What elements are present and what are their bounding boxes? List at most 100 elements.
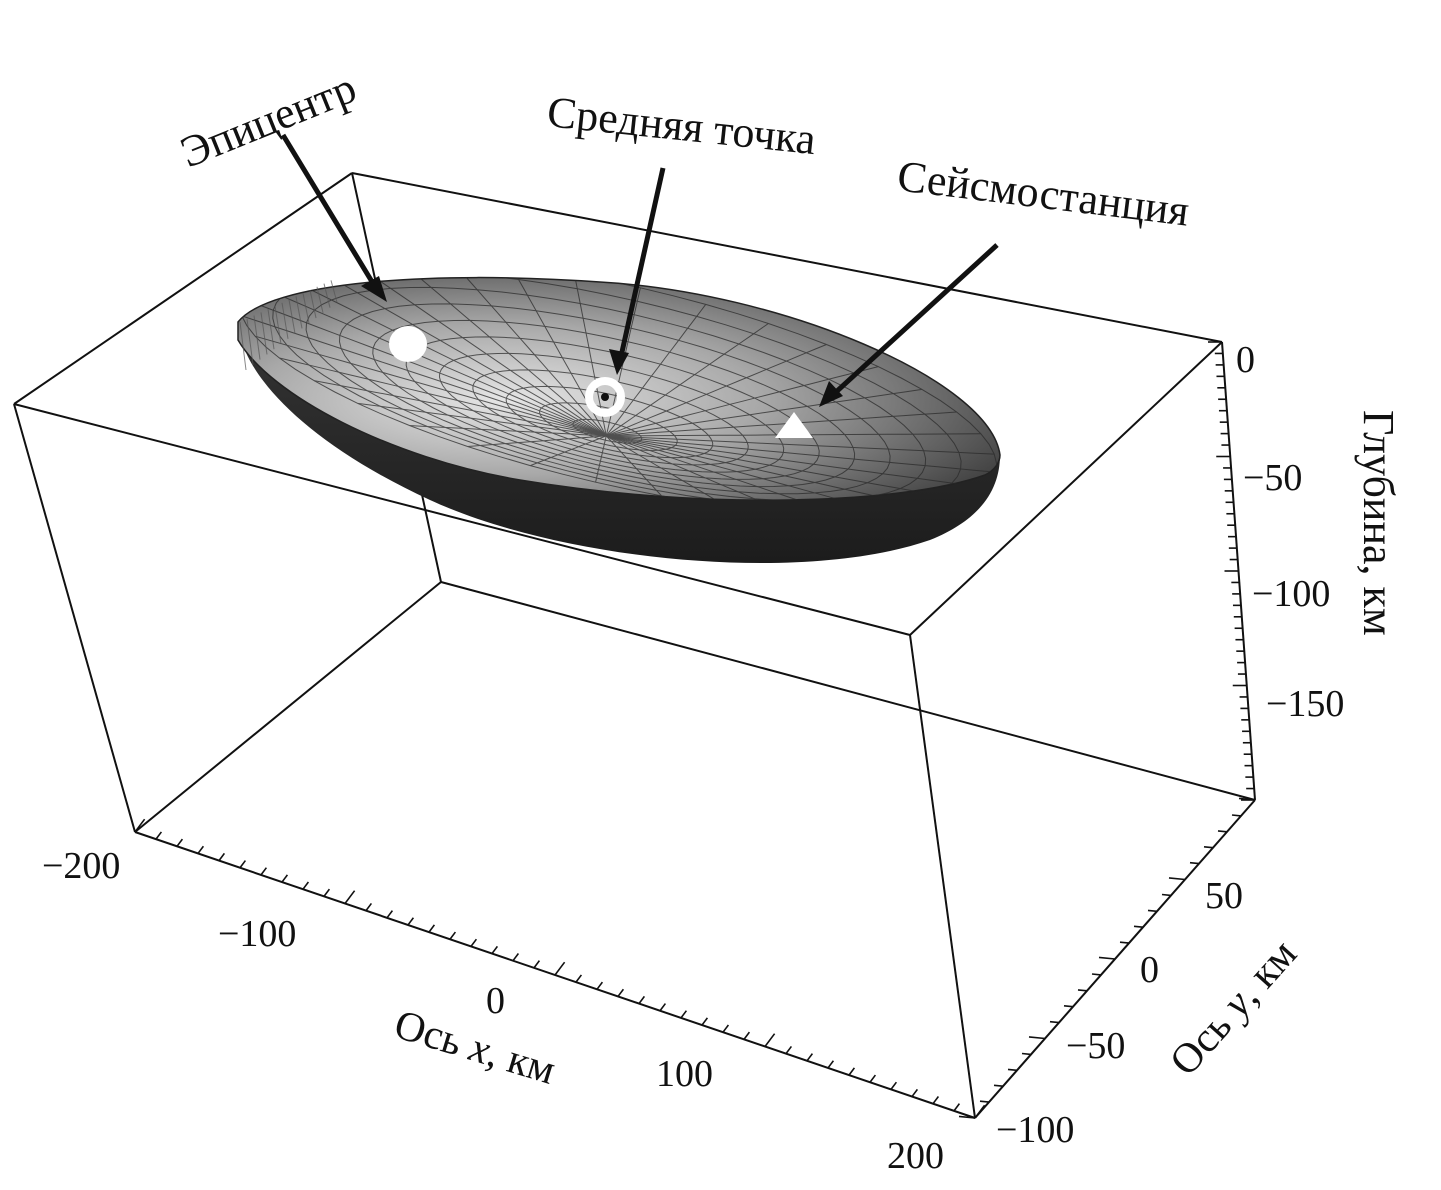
x-tick-mark: [596, 981, 604, 990]
mesh-meridian: [606, 435, 997, 473]
rim-hatch: [267, 309, 275, 350]
rim-hatch: [274, 305, 282, 345]
mesh-meridian: [606, 366, 879, 437]
x-tick-0: 0: [486, 980, 505, 1022]
x-tick-mark: [638, 995, 646, 1005]
x-tick-mark: [806, 1053, 814, 1062]
x-tick-mark: [932, 1096, 940, 1105]
x-tick-mark: [701, 1017, 709, 1026]
x-tick-mark: [617, 988, 625, 997]
rim-hatch: [239, 321, 247, 371]
x-tick-mark: [554, 961, 566, 976]
rim-hatch: [323, 283, 331, 308]
depth-axis: 0 −50 −100 −150 Глубина, км: [1208, 339, 1403, 801]
x-tick-mark: [575, 974, 583, 983]
y-tick-minus100: −100: [996, 1109, 1074, 1151]
x-tick-mark: [302, 881, 310, 890]
mesh-meridian: [448, 277, 607, 437]
x-axis: −200 −100 0 100 200 Ось x, км: [42, 818, 986, 1177]
mesh-meridian: [605, 435, 727, 501]
y-tick-50: 50: [1205, 875, 1243, 917]
x-tick-mark: [680, 1010, 688, 1019]
y-tick-mark: [1231, 814, 1242, 817]
x-tick-mark: [176, 838, 184, 847]
station-arrowhead: [819, 381, 843, 407]
x-tick-mark: [407, 917, 415, 926]
midpoint-marker: [585, 377, 625, 417]
x-tick-mark: [281, 874, 289, 883]
mesh-meridian: [606, 435, 788, 501]
mesh-meridian: [595, 435, 607, 483]
x-tick-mark: [848, 1067, 856, 1076]
x-tick-mark: [743, 1031, 751, 1040]
mesh-meridian: [409, 425, 607, 437]
mesh-meridian: [241, 315, 607, 437]
mesh-meridian: [467, 435, 607, 447]
epicenter-marker: [389, 326, 427, 362]
x-tick-mark: [449, 931, 457, 940]
x-axis-title: Ось x, км: [389, 1002, 561, 1094]
x-tick-mark: [533, 960, 541, 969]
x-tick-mark: [890, 1081, 898, 1090]
mesh-meridian: [391, 277, 607, 437]
rim-hatch: [253, 315, 261, 360]
y-tick-mark: [1238, 797, 1256, 801]
x-tick-mark: [785, 1045, 793, 1055]
rim-hatch: [246, 318, 254, 365]
epicenter-arrow: [280, 133, 377, 287]
y-tick-mark: [1217, 830, 1228, 833]
depth-axis-ticks: [1208, 341, 1255, 801]
rim-hatch: [288, 299, 296, 334]
mesh-meridian: [313, 380, 607, 437]
mesh-meridian: [606, 435, 987, 489]
x-tick-mark: [470, 938, 478, 947]
mesh-meridian: [606, 435, 966, 501]
rim-hatch: [295, 296, 303, 329]
mesh-meridian: [301, 277, 607, 437]
epicenter-arrowhead: [361, 276, 387, 302]
x-tick-100: 100: [656, 1053, 713, 1095]
station-label: Сейсмостанция: [895, 151, 1192, 235]
y-tick-mark: [1007, 1068, 1018, 1072]
y-tick-mark: [1203, 846, 1214, 849]
depth-tick-minus100: −100: [1252, 573, 1330, 615]
y-axis: 50 0 −50 −100 Ось y, км: [958, 797, 1306, 1151]
y-tick-mark: [1147, 909, 1158, 913]
epicenter-label: Эпицентр: [173, 63, 362, 178]
ellipsoid-rim-mesh: [239, 280, 338, 371]
depth-axis-title: Глубина, км: [1354, 410, 1403, 636]
midpoint-arrowhead: [609, 349, 629, 375]
annotation-arrows: [280, 133, 999, 407]
markers: [389, 326, 813, 438]
x-tick-minus100: −100: [218, 913, 296, 955]
x-tick-mark: [218, 852, 226, 862]
x-tick-mark: [344, 890, 356, 904]
x-tick-mark: [869, 1074, 877, 1083]
x-axis-ticks: [134, 818, 986, 1119]
mesh-meridian: [606, 435, 894, 501]
mesh-meridian: [606, 411, 957, 437]
mesh-meridian: [606, 388, 923, 437]
x-tick-mark: [323, 888, 331, 897]
depth-tick-minus50: −50: [1243, 457, 1302, 499]
mesh-meridian: [254, 335, 607, 437]
station-arrow: [834, 243, 999, 394]
x-tick-mark: [155, 831, 163, 840]
mesh-meridian: [606, 435, 844, 501]
x-tick-mark: [911, 1088, 919, 1098]
x-tick-mark: [953, 1103, 961, 1112]
x-tick-mark: [239, 860, 247, 869]
y-axis-ticks: [958, 797, 1256, 1119]
y-tick-minus50: −50: [1066, 1025, 1125, 1067]
mesh-meridian: [606, 435, 995, 455]
y-tick-mark: [1189, 861, 1200, 865]
y-tick-mark: [979, 1100, 990, 1103]
rim-hatch: [260, 312, 268, 355]
station-marker: [775, 412, 813, 438]
y-tick-mark: [993, 1084, 1004, 1087]
x-tick-200: 200: [887, 1135, 944, 1177]
mesh-meridian: [605, 435, 662, 497]
mesh-meridian: [342, 277, 607, 437]
x-tick-mark: [512, 953, 520, 962]
y-tick-mark: [1168, 877, 1186, 881]
